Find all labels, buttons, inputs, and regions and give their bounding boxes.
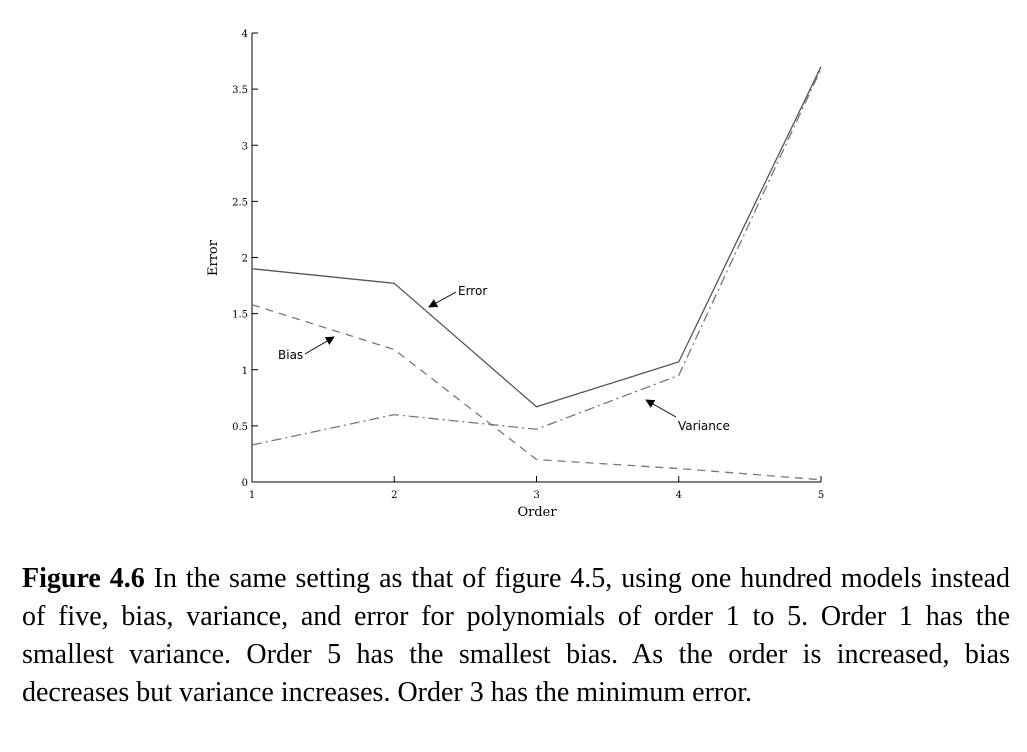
y-tick-label: 3 xyxy=(242,141,248,152)
x-tick-label: 1 xyxy=(249,490,255,501)
annotation-arrow-variance xyxy=(645,399,677,418)
figure-label: Figure 4.6 xyxy=(22,563,145,594)
annotation-error: Error xyxy=(458,284,487,298)
y-tick-label: 0 xyxy=(242,478,248,489)
figure-caption: Figure 4.6 In the same setting as that o… xyxy=(22,560,1010,712)
series-line-bias xyxy=(251,304,822,481)
y-tick-label: 2.5 xyxy=(232,197,248,208)
y-tick-label: 2 xyxy=(242,254,248,265)
x-tick-label: 4 xyxy=(676,490,682,501)
y-tick-label: 1.5 xyxy=(232,310,248,321)
y-tick-label: 3.5 xyxy=(232,85,248,96)
annotation-variance: Variance xyxy=(678,419,730,433)
y-tick-label: 1 xyxy=(242,366,248,377)
annotation-arrow-error xyxy=(428,291,457,308)
y-axis-label: Error xyxy=(206,239,221,276)
y-tick-label: 4 xyxy=(242,29,248,40)
annotation-bias: Bias xyxy=(278,348,303,362)
x-tick-label: 5 xyxy=(818,490,824,501)
series-line-error xyxy=(251,66,822,408)
bias-variance-chart: 0 0.5 1 1.5 2 2.5 3 3.5 4 1 2 3 4 5 Error Bias Variance… xyxy=(206,29,824,520)
annotation-arrow-bias xyxy=(304,336,335,355)
x-axis-label: Order xyxy=(517,505,557,520)
x-tick-label: 2 xyxy=(391,490,397,501)
y-tick-label: 0.5 xyxy=(232,422,248,433)
x-tick-label: 3 xyxy=(533,490,539,501)
caption-text: In the same setting as that of figure 4.… xyxy=(22,563,1010,708)
series-line-variance xyxy=(251,68,822,446)
